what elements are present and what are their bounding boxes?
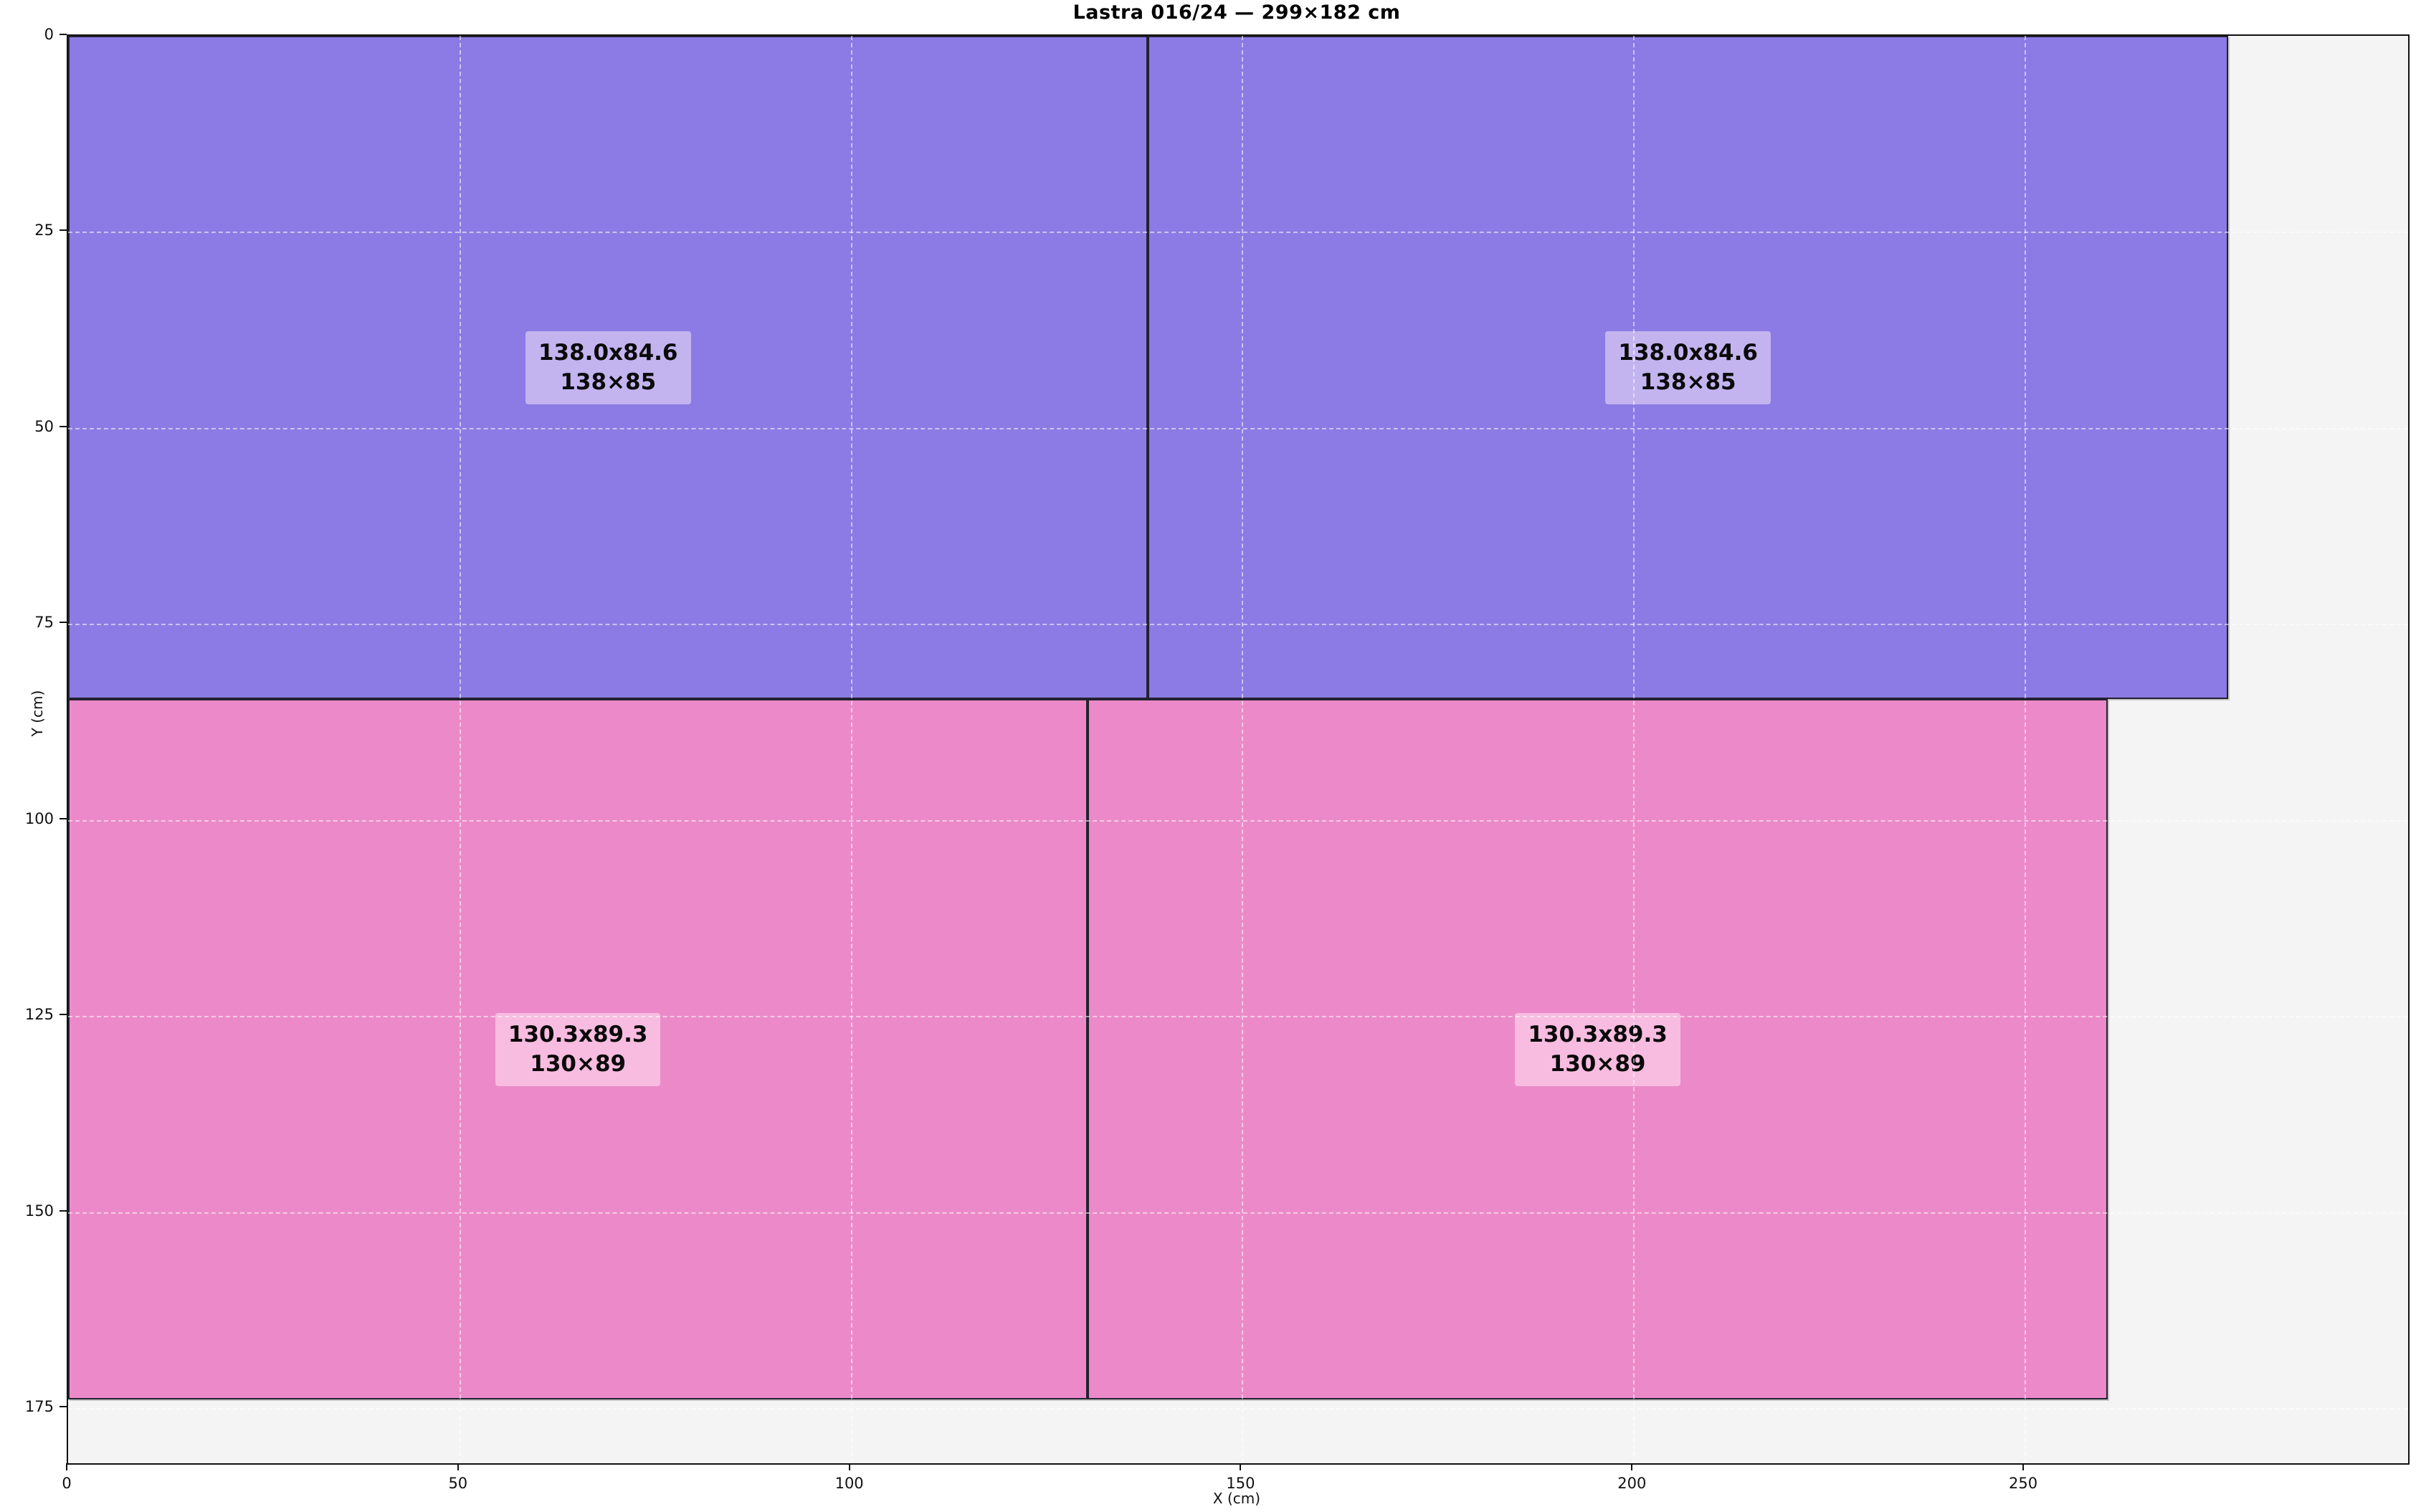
x-tick-label-100: 100 xyxy=(834,1475,864,1492)
x-tick-label-250: 250 xyxy=(2009,1475,2038,1492)
x-tick-label-150: 150 xyxy=(1226,1475,1255,1492)
y-tick-label-175: 175 xyxy=(24,1398,54,1416)
y-tick-mark-50 xyxy=(60,425,67,427)
x-tick-label-50: 50 xyxy=(448,1475,468,1492)
piece-dim-exact: 130.3x89.3 xyxy=(508,1022,648,1048)
piece-dim-exact: 138.0x84.6 xyxy=(538,339,678,366)
piece-dim-exact: 138.0x84.6 xyxy=(1618,339,1758,366)
y-tick-label-125: 125 xyxy=(24,1006,54,1024)
gridline-y-175 xyxy=(68,1408,2408,1410)
x-tick-mark-0 xyxy=(66,1463,67,1470)
y-tick-label-100: 100 xyxy=(24,809,54,827)
x-tick-mark-150 xyxy=(1240,1463,1242,1470)
y-tick-mark-0 xyxy=(60,34,67,35)
y-tick-mark-175 xyxy=(60,1406,67,1408)
piece-label-0: 138.0x84.6 138×85 xyxy=(525,331,691,404)
piece-label-2: 130.3x89.3 130×89 xyxy=(495,1013,661,1086)
y-axis-label: Y (cm) xyxy=(29,690,46,737)
x-tick-label-0: 0 xyxy=(62,1475,72,1492)
y-tick-label-25: 25 xyxy=(34,222,54,239)
piece-dim-exact: 130.3x89.3 xyxy=(1528,1022,1668,1048)
piece-rect-3: 130.3x89.3 130×89 xyxy=(1088,699,2108,1400)
y-tick-label-50: 50 xyxy=(34,417,54,435)
x-tick-mark-250 xyxy=(2022,1463,2025,1470)
piece-dim-rounded: 138×85 xyxy=(1640,369,1736,395)
piece-rect-2: 130.3x89.3 130×89 xyxy=(68,699,1088,1400)
y-tick-label-75: 75 xyxy=(34,614,54,632)
y-tick-mark-100 xyxy=(60,817,67,819)
y-tick-label-0: 0 xyxy=(44,26,54,43)
piece-rect-1: 138.0x84.6 138×85 xyxy=(1148,36,2228,700)
x-axis-label: X (cm) xyxy=(1212,1490,1261,1507)
y-tick-mark-150 xyxy=(60,1209,67,1212)
piece-label-1: 138.0x84.6 138×85 xyxy=(1605,331,1771,404)
piece-dim-rounded: 138×85 xyxy=(560,369,657,395)
y-tick-label-150: 150 xyxy=(24,1202,54,1219)
x-tick-mark-100 xyxy=(848,1463,850,1470)
y-tick-mark-75 xyxy=(60,622,67,624)
piece-dim-rounded: 130×89 xyxy=(530,1050,627,1077)
piece-dim-rounded: 130×89 xyxy=(1549,1050,1646,1077)
x-tick-mark-200 xyxy=(1631,1463,1633,1470)
y-tick-mark-125 xyxy=(60,1014,67,1016)
y-tick-mark-25 xyxy=(60,229,67,232)
piece-label-3: 130.3x89.3 130×89 xyxy=(1515,1013,1680,1086)
plot-area: 138.0x84.6 138×85 138.0x84.6 138×85 130.3x89… xyxy=(67,34,2410,1465)
chart-title: Lastra 016/24 — 299×182 cm xyxy=(1073,1,1401,24)
x-tick-mark-50 xyxy=(457,1463,459,1470)
x-tick-label-200: 200 xyxy=(1617,1475,1647,1492)
piece-rect-0: 138.0x84.6 138×85 xyxy=(68,36,1148,700)
